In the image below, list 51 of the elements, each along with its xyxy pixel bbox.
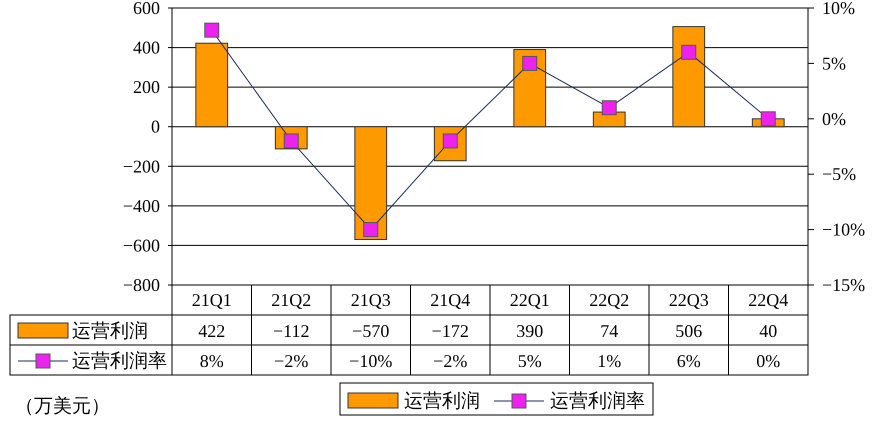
x-tick-label: 22Q4: [748, 290, 788, 310]
y2-tick-label: 10%: [822, 0, 855, 18]
bar: [354, 126, 388, 240]
data-label: 506: [675, 321, 702, 341]
y-tick-label: −600: [122, 235, 160, 256]
legend: 运营利润 运营利润率: [340, 382, 654, 416]
data-label: 40: [759, 321, 778, 341]
x-tick-label: 22Q3: [668, 290, 709, 310]
y-tick-label: −800: [122, 275, 160, 295]
point: [363, 222, 378, 238]
data-label: 6%: [676, 351, 701, 371]
data-label: 390: [516, 321, 544, 341]
bar: [672, 26, 706, 128]
data-label: −2%: [433, 351, 468, 371]
data-label: 74: [600, 321, 618, 341]
legend-label: 运营利润: [72, 320, 148, 342]
y-tick-label: 600: [133, 0, 160, 18]
x-tick-label: 22Q2: [589, 290, 630, 310]
x-tick-label: 21Q4: [430, 290, 470, 310]
y2-tick-label: 0%: [822, 108, 846, 129]
x-tick-label: 21Q3: [350, 290, 391, 310]
point: [681, 44, 696, 60]
y2-tick-label: −10%: [822, 220, 866, 240]
y2-tick-label: 5%: [822, 53, 846, 74]
data-label: −10%: [349, 351, 392, 371]
point: [522, 56, 538, 71]
x-tick-label: 21Q1: [192, 290, 232, 310]
y-tick-label: −200: [122, 156, 160, 176]
text: （万美元）: [15, 395, 110, 417]
point: [204, 22, 220, 38]
data-label: −2%: [274, 351, 308, 371]
y-tick-label: 0: [151, 116, 160, 137]
legend-label: 运营利润率: [72, 350, 167, 372]
data-label: 5%: [518, 351, 542, 371]
point: [602, 100, 617, 116]
y-tick-label: 200: [133, 77, 160, 98]
data-label: 1%: [597, 351, 622, 371]
y-tick-label: −400: [122, 196, 160, 216]
data-label: −570: [352, 321, 390, 341]
data-label: 8%: [200, 351, 224, 371]
x-tick-label: 21Q2: [271, 290, 312, 310]
y-tick-label: 400: [133, 38, 160, 58]
y2-tick-label: −5%: [822, 164, 856, 184]
point: [760, 111, 776, 126]
data-label: 422: [198, 321, 226, 341]
bar: [195, 42, 228, 128]
data-label: 0%: [756, 351, 780, 371]
y2-tick-label: −15%: [822, 275, 866, 295]
data-label: −172: [432, 321, 469, 341]
x-tick-label: 22Q1: [510, 290, 550, 310]
data-label: −112: [273, 321, 310, 341]
